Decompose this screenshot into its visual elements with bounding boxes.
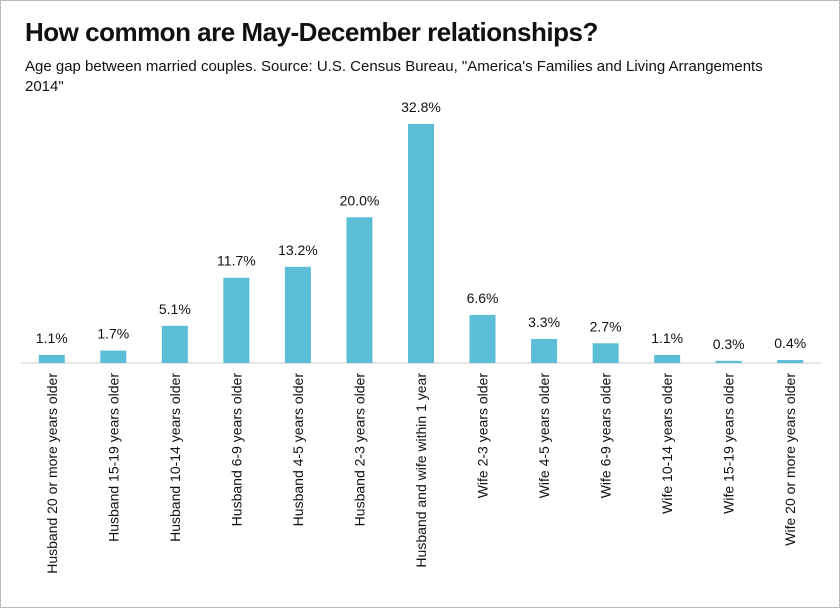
x-tick-label: Wife 2-3 years older xyxy=(475,373,491,499)
bar xyxy=(531,338,558,363)
value-label: 13.2% xyxy=(278,242,318,258)
bar xyxy=(223,277,250,363)
x-tick-label: Wife 6-9 years older xyxy=(598,373,614,499)
bar xyxy=(284,266,311,363)
value-label: 3.3% xyxy=(528,314,560,330)
x-tick-label: Wife 15-19 years older xyxy=(721,373,737,514)
x-tick-label: Husband 10-14 years older xyxy=(167,373,183,542)
x-tick-label: Wife 4-5 years older xyxy=(536,373,552,499)
bar xyxy=(469,314,496,363)
bar xyxy=(100,350,127,363)
bar xyxy=(777,360,804,363)
x-tick-label: Husband 15-19 years older xyxy=(105,373,121,542)
x-tick-label: Husband 6-9 years older xyxy=(228,373,244,527)
value-label: 5.1% xyxy=(159,301,191,317)
bar xyxy=(592,343,619,363)
value-label: 11.7% xyxy=(217,253,256,269)
bar xyxy=(38,354,65,363)
bar xyxy=(715,360,742,363)
bar xyxy=(346,217,373,363)
value-label: 1.7% xyxy=(97,326,129,342)
bar xyxy=(408,124,434,363)
value-label: 2.7% xyxy=(590,318,622,334)
x-tick-label: Husband 4-5 years older xyxy=(290,373,306,527)
chart-title: How common are May-December relationship… xyxy=(25,17,598,47)
bar xyxy=(161,325,188,363)
value-label: 0.4% xyxy=(774,335,806,351)
x-tick-label: Husband and wife within 1 year xyxy=(413,373,429,568)
value-label: 20.0% xyxy=(340,192,380,208)
value-label: 32.8% xyxy=(401,99,441,115)
value-label: 0.3% xyxy=(713,336,745,352)
value-label: 1.1% xyxy=(36,330,68,346)
value-label: 1.1% xyxy=(651,330,683,346)
x-tick-label: Husband 2-3 years older xyxy=(351,373,367,527)
x-tick-label: Wife 20 or more years older xyxy=(782,373,798,546)
x-tick-label: Husband 20 or more years older xyxy=(44,373,60,574)
value-label: 6.6% xyxy=(467,290,499,306)
x-tick-label: Wife 10-14 years older xyxy=(659,373,675,514)
bar xyxy=(654,354,681,363)
chart-subtitle: Age gap between married couples. Source:… xyxy=(25,58,763,95)
